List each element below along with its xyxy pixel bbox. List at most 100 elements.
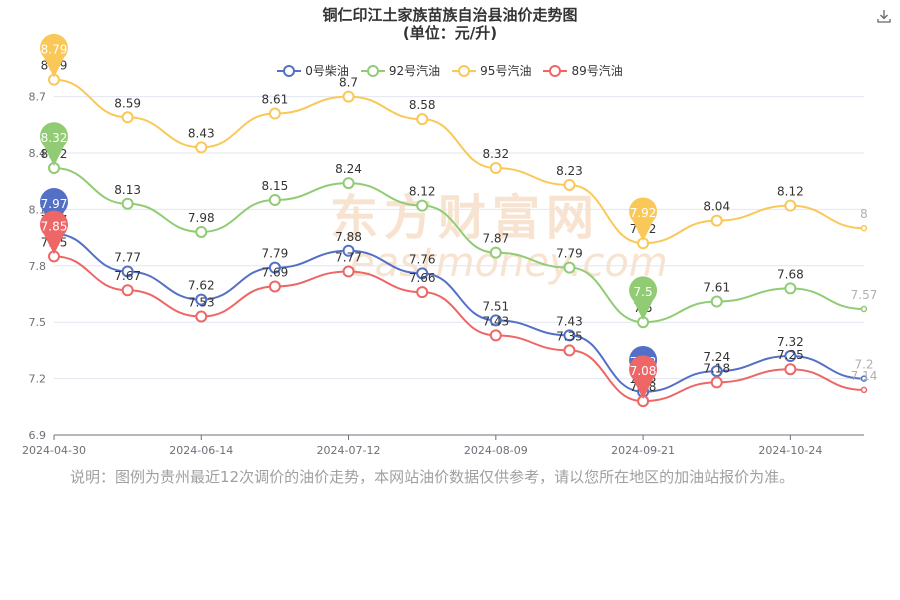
data-label: 7.87 (482, 232, 509, 246)
min-marker-label: 7.08 (630, 364, 657, 378)
legend-item[interactable]: 95号汽油 (452, 62, 531, 79)
data-point (489, 246, 502, 259)
data-point (416, 267, 429, 280)
data-label: 8.43 (188, 126, 215, 140)
data-point (416, 199, 429, 212)
data-point (342, 177, 355, 190)
chart-subtitle: (单位：元/升) (402, 24, 498, 42)
legend-item[interactable]: 89号汽油 (543, 62, 623, 79)
max-marker-label: 7.97 (41, 197, 68, 211)
min-marker-label: 7.5 (634, 285, 653, 299)
legend-item[interactable]: 0号柴油 (277, 62, 349, 79)
y-tick-label: 6.9 (29, 429, 47, 442)
data-point (860, 305, 868, 313)
data-label: 8.59 (114, 96, 141, 110)
x-tick-label: 2024-09-21 (611, 444, 675, 457)
data-point (342, 265, 355, 278)
data-point (121, 197, 134, 210)
data-label: 7.43 (556, 314, 583, 328)
y-tick-label: 7.8 (29, 260, 47, 273)
data-label: 7.25 (777, 348, 804, 362)
data-label: 8.7 (339, 76, 358, 90)
data-point (563, 178, 576, 191)
data-point (195, 141, 208, 154)
series-line (53, 78, 865, 245)
data-label: 7.67 (114, 269, 141, 283)
min-marker-label: 7.92 (630, 206, 657, 220)
data-point (416, 286, 429, 299)
legend-item[interactable]: 92号汽油 (360, 62, 440, 79)
data-point (195, 293, 208, 306)
data-point (342, 90, 355, 103)
data-point (860, 224, 868, 232)
data-point (784, 199, 797, 212)
data-label: 8 (860, 207, 868, 221)
data-label: 7.79 (556, 247, 583, 261)
data-point (195, 310, 208, 323)
data-label: 8.15 (262, 179, 289, 193)
chart-note: 说明：图例为贵州最近12次调价的油价走势，本网站油价数据仅供参考，请以您所在地区… (70, 468, 795, 486)
data-point (121, 111, 134, 124)
legend-label: 95号汽油 (480, 64, 532, 78)
data-label: 7.24 (703, 350, 730, 364)
series-line (53, 167, 865, 324)
legend-swatch (543, 64, 568, 77)
data-label: 8.61 (262, 93, 289, 107)
x-tick-label: 2024-07-12 (317, 444, 381, 457)
x-tick-label: 2024-06-14 (169, 444, 233, 457)
legend-swatch (452, 64, 477, 77)
data-label: 8.58 (409, 98, 436, 112)
data-point (563, 261, 576, 274)
data-point (489, 162, 502, 175)
y-tick-label: 8.7 (29, 91, 47, 104)
data-point (268, 280, 281, 293)
data-label: 7.32 (777, 335, 804, 349)
data-label: 7.66 (409, 271, 436, 285)
max-marker-label: 8.32 (41, 131, 68, 145)
data-label: 8.12 (777, 185, 804, 199)
data-label: 7.69 (262, 265, 289, 279)
data-point (563, 344, 576, 357)
data-point (489, 314, 502, 327)
y-tick-label: 7.5 (29, 316, 47, 329)
data-point (710, 214, 723, 227)
data-label: 8.13 (114, 183, 141, 197)
x-tick-label: 2024-10-24 (758, 444, 822, 457)
data-label: 8.04 (703, 200, 730, 214)
data-point (784, 363, 797, 376)
data-label: 7.14 (851, 369, 878, 383)
download-icon[interactable] (876, 8, 892, 24)
data-label: 7.43 (482, 314, 509, 328)
data-point (268, 107, 281, 120)
data-label: 7.51 (482, 299, 509, 313)
max-marker (39, 33, 69, 78)
data-point (268, 261, 281, 274)
data-point (489, 329, 502, 342)
data-point (710, 376, 723, 389)
data-label: 7.77 (114, 250, 141, 264)
data-point (563, 329, 576, 342)
data-point (121, 284, 134, 297)
data-label: 8.12 (409, 185, 436, 199)
data-label: 7.79 (262, 247, 289, 261)
max-marker-label: 8.79 (41, 43, 68, 57)
data-point (416, 113, 429, 126)
data-label: 7.35 (556, 329, 583, 343)
y-tick-label: 8.4 (29, 147, 47, 160)
x-tick-label: 2024-08-09 (464, 444, 528, 457)
data-label: 7.88 (335, 230, 362, 244)
data-label: 7.98 (188, 211, 215, 225)
data-point (860, 375, 868, 382)
data-label: 7.2 (854, 358, 873, 372)
max-marker (40, 122, 69, 167)
legend-swatch (360, 64, 385, 77)
data-label: 7.61 (703, 281, 730, 295)
min-marker (629, 197, 658, 242)
legend-label: 0号柴油 (305, 64, 349, 78)
data-point (268, 194, 281, 206)
data-point (784, 350, 797, 363)
series-line (53, 255, 865, 403)
data-point (195, 225, 208, 238)
chart-legend: 0号柴油 92号汽油 95号汽油 89号汽油 (0, 62, 900, 79)
x-tick-label: 2024-04-30 (22, 444, 86, 457)
